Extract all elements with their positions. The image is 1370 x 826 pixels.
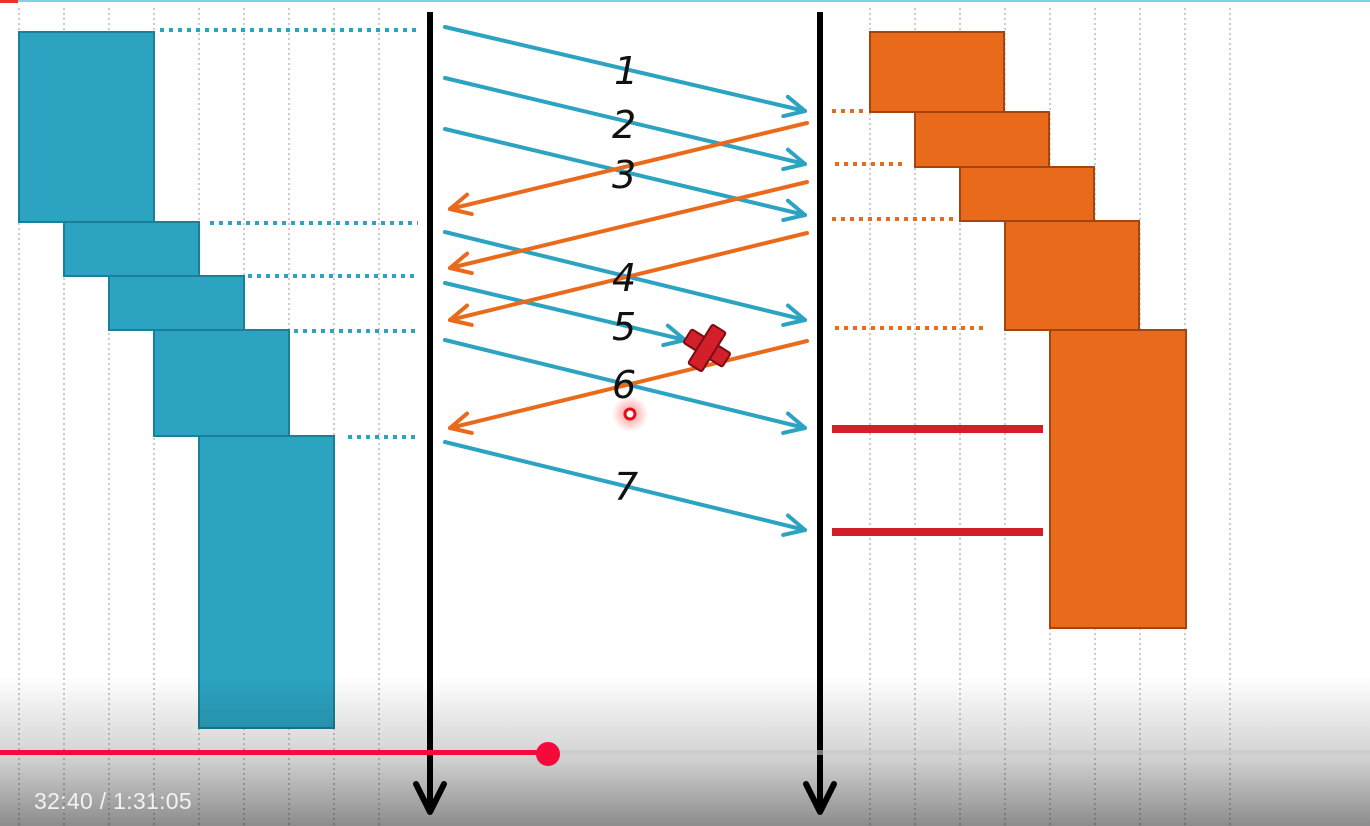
- sender-dotted-connectors: [160, 28, 418, 439]
- ack-arrow-4: [448, 339, 809, 435]
- sender-block-3: [108, 275, 245, 331]
- packet-label-7: 7: [614, 465, 638, 509]
- ack-arrow-2: [448, 180, 809, 276]
- receiver-block-3: [959, 166, 1095, 222]
- sender-window-blocks: [18, 31, 335, 729]
- video-time-display: 32:40 / 1:31:05: [34, 788, 192, 814]
- packet-arrow-5-lost: [443, 281, 687, 348]
- video-progress-bar[interactable]: [0, 742, 1370, 766]
- top-accent-line: [0, 0, 1370, 2]
- receiver-block-5: [1049, 329, 1187, 629]
- receiver-red-markers: [832, 425, 1043, 536]
- video-scrubber-handle[interactable]: [536, 742, 560, 766]
- sender-block-2: [63, 221, 200, 277]
- packet-label-3: 3: [612, 153, 636, 197]
- packet-number-labels: 1 2 3 4 5 6 7: [612, 49, 638, 509]
- video-progress-fill: [0, 750, 548, 755]
- receiver-block-1: [869, 31, 1005, 113]
- cursor-dot-icon: [612, 396, 648, 432]
- sender-block-1: [18, 31, 155, 223]
- packet-arrow-1: [443, 25, 807, 119]
- receiver-dotted-connectors: [832, 109, 987, 330]
- receiver-block-2: [914, 111, 1050, 168]
- packet-label-2: 2: [612, 103, 636, 147]
- packet-label-6: 6: [612, 363, 636, 407]
- x-cross-icon: [683, 324, 731, 372]
- packet-label-4: 4: [612, 256, 636, 300]
- packet-arrow-7: [443, 440, 807, 537]
- packet-arrow-3: [443, 127, 807, 223]
- top-red-mark: [0, 0, 18, 3]
- receiver-block-4: [1004, 220, 1140, 331]
- packet-label-1: 1: [614, 49, 638, 93]
- packet-label-5: 5: [612, 305, 636, 349]
- sender-block-5: [198, 435, 335, 729]
- packet-arrow-2: [443, 76, 807, 172]
- receiver-window-blocks: [869, 31, 1187, 629]
- ack-arrows: [448, 121, 809, 435]
- ack-arrow-1: [448, 121, 809, 217]
- sender-block-4: [153, 329, 290, 437]
- ack-arrow-3: [448, 231, 809, 327]
